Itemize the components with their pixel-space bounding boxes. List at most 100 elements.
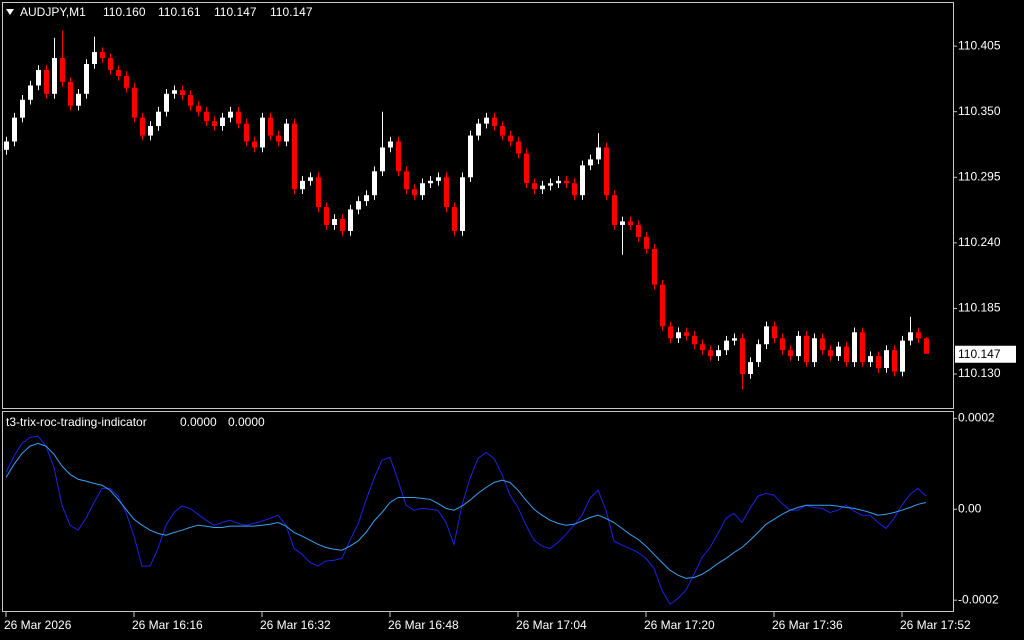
candle-body [292, 123, 297, 190]
current-price-label: 110.147 [958, 347, 1001, 361]
candle-body [188, 95, 193, 106]
menu-arrow[interactable] [6, 9, 14, 15]
y-tick-label: 0.0002 [958, 411, 995, 425]
candle-body [12, 117, 17, 142]
y-tick-label: 110.405 [958, 38, 1001, 52]
candle-body [140, 117, 145, 136]
candle-body [740, 338, 745, 375]
candle-body [60, 58, 65, 82]
low-label: 110.147 [214, 5, 257, 19]
candle-body [196, 105, 201, 112]
candle-body [52, 58, 57, 94]
candle-body [628, 221, 633, 225]
candle-body [820, 338, 825, 351]
candle-body [204, 111, 209, 122]
price-panel [2, 2, 954, 409]
candle-body [500, 126, 505, 136]
candle-body [860, 332, 865, 363]
candle-body [652, 248, 657, 285]
candle-body [228, 111, 233, 118]
candle-body [548, 183, 553, 186]
candle-body [900, 340, 905, 372]
candle-body [316, 177, 321, 208]
candle-body [212, 121, 217, 127]
candle-body [532, 183, 537, 190]
candle-body [332, 219, 337, 225]
open-label: 110.160 [103, 5, 146, 19]
candle-body [828, 350, 833, 357]
candle-body [884, 350, 889, 369]
candle-body [700, 344, 705, 351]
candle-body [84, 64, 89, 94]
candle-body [244, 123, 249, 142]
candle-body [508, 135, 513, 142]
candle-body [636, 224, 641, 237]
y-tick-label: 110.350 [958, 104, 1001, 118]
candle-body [468, 135, 473, 178]
indicator-value: 0.0000 [180, 415, 217, 429]
candle-body [596, 147, 601, 160]
candle-body [924, 338, 929, 354]
candle-body [908, 332, 913, 341]
candle-body [724, 340, 729, 351]
candle-body [788, 350, 793, 357]
y-tick-label: 110.240 [958, 235, 1001, 249]
indicator-line [5, 442, 927, 579]
candle-body [436, 177, 441, 181]
x-tick-label: 26 Mar 16:48 [388, 618, 459, 632]
candle-body [76, 93, 81, 106]
candle-body [756, 344, 761, 363]
candle-body [20, 99, 25, 118]
x-tick-label: 26 Mar 16:16 [132, 618, 203, 632]
candle-body [284, 123, 289, 142]
candle-body [356, 201, 361, 210]
candle-body [108, 58, 113, 70]
candle-body [68, 81, 73, 106]
indicator-value: 0.0000 [228, 415, 265, 429]
candle-body [540, 185, 545, 190]
candle-body [892, 350, 897, 372]
candle-body [604, 147, 609, 196]
candle-body [876, 356, 881, 369]
candle-body [444, 177, 449, 208]
candle-body [380, 147, 385, 172]
indicator-title: t3-trix-roc-trading-indicator [6, 415, 147, 429]
candle-body [340, 219, 345, 231]
candle-body [28, 85, 33, 100]
candle-body [268, 117, 273, 136]
candle-body [660, 284, 665, 327]
x-tick-label: 26 Mar 17:04 [516, 618, 587, 632]
candle-body [364, 195, 369, 202]
candle-body [780, 338, 785, 351]
y-tick-label: 110.185 [958, 301, 1001, 315]
candle-body [220, 117, 225, 127]
candle-body [236, 111, 241, 124]
candle-body [348, 209, 353, 231]
candle-body [420, 183, 425, 196]
candle-body [748, 362, 753, 375]
x-tick-label: 26 Mar 2026 [4, 618, 72, 632]
y-tick-label: 0.00 [958, 501, 982, 515]
candle-body [620, 221, 625, 225]
candle-body [708, 350, 713, 357]
x-tick-label: 26 Mar 17:36 [772, 618, 843, 632]
candle-body [556, 180, 561, 184]
candle-body [796, 335, 801, 357]
candle-body [492, 117, 497, 127]
candle-body [148, 126, 153, 136]
candle-body [460, 177, 465, 231]
candle-body [580, 165, 585, 196]
candle-body [484, 117, 489, 124]
candle-body [164, 93, 169, 112]
candle-body [572, 183, 577, 196]
candle-body [868, 356, 873, 363]
indicator-panel [2, 411, 954, 612]
x-tick-label: 26 Mar 16:32 [260, 618, 331, 632]
candle-body [916, 332, 921, 339]
candle-body [684, 332, 689, 336]
y-tick-label: 110.295 [958, 169, 1001, 183]
candle-body [524, 153, 529, 184]
candle-body [116, 69, 121, 76]
